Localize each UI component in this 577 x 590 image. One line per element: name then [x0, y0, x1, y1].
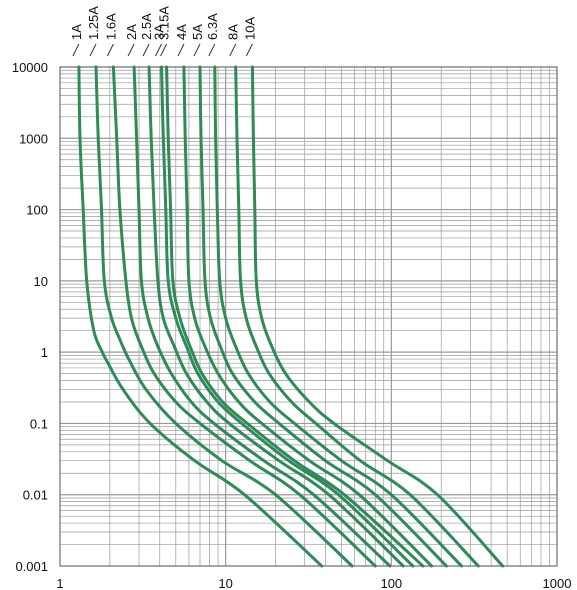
x-tick-label: 10 [218, 576, 232, 590]
series-line-2-5a [147, 65, 405, 568]
series-label-leader [89, 43, 97, 57]
y-tick-label: 0.01 [23, 488, 48, 503]
y-tick-label: 1 [41, 345, 48, 360]
series-label-leader [106, 43, 114, 57]
series-label: 8A [226, 24, 241, 40]
x-tick-label: 100 [380, 576, 402, 590]
series-label: 2A [124, 24, 139, 40]
series-label-leader [193, 43, 201, 57]
series-label-leader [208, 43, 216, 57]
series-label-leader [155, 43, 162, 57]
y-tick-label: 10000 [12, 60, 48, 75]
series-label-leader [160, 43, 168, 57]
y-tick-label: 1000 [19, 131, 48, 146]
series-line-1-6a [111, 65, 377, 568]
series-line-2a [132, 65, 392, 568]
series-line-10a [250, 65, 505, 568]
series-label: 1.25A [86, 6, 101, 40]
series-label-leader [177, 43, 185, 57]
series-label-leader [245, 43, 253, 57]
series-label: 3A [152, 24, 167, 40]
series-label-leader [127, 43, 135, 57]
series-line-4a [182, 65, 434, 568]
series-label: 3.15A [157, 6, 172, 40]
x-tick-label: 1 [56, 576, 63, 590]
x-axis-tick-labels: 1 10 100 1000 [56, 576, 571, 590]
y-tick-label: 0.1 [30, 416, 48, 431]
x-tick-label: 1000 [543, 576, 572, 590]
series-label: 4A [174, 24, 189, 40]
series-label: 6.3A [205, 13, 220, 40]
series-label: 5A [190, 24, 205, 40]
plot-frame [59, 66, 558, 567]
y-tick-label: 10 [34, 274, 48, 289]
series-lines [77, 65, 505, 568]
series-line-3a [160, 65, 415, 568]
series-label: 1.6A [103, 13, 118, 40]
series-line-1-25a [94, 65, 354, 568]
series-label-leader [229, 43, 237, 57]
series-label-leaders [72, 43, 253, 57]
series-label-leader [72, 43, 80, 57]
series-line-8a [234, 65, 480, 568]
series-label: 1A [69, 24, 84, 40]
series-line-5a [198, 65, 448, 568]
y-tick-label: 100 [26, 203, 48, 218]
series-line-1a [77, 65, 324, 568]
series-label-leader [142, 43, 150, 57]
y-axis-tick-labels: 10000 1000 100 10 1 0.1 0.01 0.001 [12, 60, 48, 574]
series-line-6-3a [213, 65, 463, 568]
y-tick-label: 0.001 [15, 559, 48, 574]
series-line-3-15a [165, 65, 425, 568]
series-label: 10A [242, 17, 257, 40]
series-label: 2.5A [139, 13, 154, 40]
